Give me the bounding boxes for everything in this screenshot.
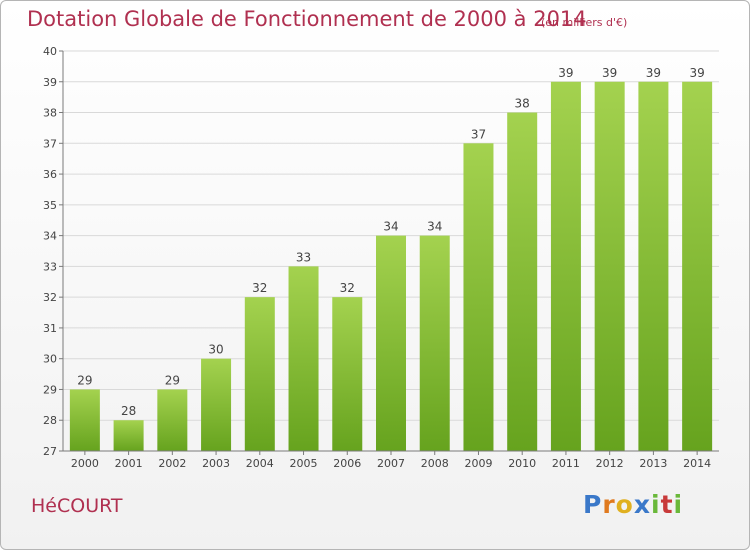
x-tick-label: 2002 bbox=[158, 457, 186, 470]
bar bbox=[463, 143, 494, 452]
y-tick-label: 35 bbox=[43, 199, 57, 212]
bar bbox=[638, 81, 669, 452]
bar bbox=[69, 389, 100, 451]
bar-value-label: 34 bbox=[427, 220, 442, 234]
bar-value-label: 38 bbox=[515, 97, 530, 111]
y-tick-label: 37 bbox=[43, 137, 57, 150]
x-tick-label: 2003 bbox=[202, 457, 230, 470]
x-tick-label: 2001 bbox=[115, 457, 143, 470]
logo-letter: x bbox=[633, 490, 651, 519]
x-tick-label: 2014 bbox=[683, 457, 711, 470]
y-tick-label: 29 bbox=[43, 383, 57, 396]
bar bbox=[113, 420, 144, 451]
bar-value-label: 33 bbox=[296, 250, 311, 264]
bar bbox=[682, 81, 713, 452]
bar bbox=[288, 266, 319, 451]
logo-letter: o bbox=[615, 490, 634, 519]
y-tick-label: 39 bbox=[43, 76, 57, 89]
bar-value-label: 29 bbox=[165, 373, 180, 387]
bar bbox=[550, 81, 581, 452]
bar bbox=[419, 235, 450, 451]
bar-value-label: 39 bbox=[558, 66, 573, 80]
y-tick-label: 31 bbox=[43, 322, 57, 335]
x-tick-label: 2006 bbox=[333, 457, 361, 470]
x-tick-label: 2009 bbox=[464, 457, 492, 470]
bar bbox=[594, 81, 625, 452]
logo-letter: t bbox=[660, 490, 674, 519]
y-tick-label: 34 bbox=[43, 230, 57, 243]
y-tick-label: 32 bbox=[43, 291, 57, 304]
bar bbox=[201, 358, 232, 451]
x-tick-label: 2013 bbox=[639, 457, 667, 470]
bar-value-label: 30 bbox=[208, 343, 223, 357]
bar bbox=[376, 235, 406, 451]
bar-value-label: 34 bbox=[383, 220, 398, 234]
bar bbox=[332, 297, 363, 451]
bar bbox=[507, 112, 538, 452]
y-tick-label: 38 bbox=[43, 107, 57, 120]
commune-name: HéCOURT bbox=[31, 495, 123, 517]
chart-subtitle: (en milliers d'€) bbox=[541, 16, 628, 29]
logo-letter: r bbox=[602, 490, 616, 519]
y-tick-label: 40 bbox=[43, 45, 57, 58]
bar-value-label: 39 bbox=[646, 66, 661, 80]
y-tick-label: 36 bbox=[43, 168, 57, 181]
x-tick-label: 2008 bbox=[421, 457, 449, 470]
x-tick-label: 2012 bbox=[596, 457, 624, 470]
bar bbox=[157, 389, 188, 451]
logo-letter: i bbox=[673, 490, 684, 519]
bar-value-label: 37 bbox=[471, 127, 486, 141]
y-tick-label: 33 bbox=[43, 260, 57, 273]
bar-value-label: 32 bbox=[340, 281, 355, 295]
logo-letter: i bbox=[651, 490, 661, 519]
y-tick-label: 27 bbox=[43, 445, 57, 458]
y-tick-label: 30 bbox=[43, 353, 57, 366]
bar bbox=[244, 297, 275, 451]
proxiti-logo[interactable]: Proxiti bbox=[583, 490, 683, 519]
x-tick-label: 2010 bbox=[508, 457, 536, 470]
x-tick-label: 2005 bbox=[290, 457, 318, 470]
logo-letter: P bbox=[583, 490, 603, 519]
x-tick-label: 2004 bbox=[246, 457, 274, 470]
bar-value-label: 29 bbox=[77, 373, 92, 387]
bar-value-label: 39 bbox=[689, 66, 704, 80]
bar-value-label: 39 bbox=[602, 66, 617, 80]
y-tick-label: 28 bbox=[43, 414, 57, 427]
x-tick-label: 2011 bbox=[552, 457, 580, 470]
bar-value-label: 28 bbox=[121, 404, 136, 418]
x-tick-label: 2007 bbox=[377, 457, 405, 470]
bar-value-label: 32 bbox=[252, 281, 267, 295]
chart-title: Dotation Globale de Fonctionnement de 20… bbox=[27, 7, 587, 31]
x-tick-label: 2000 bbox=[71, 457, 99, 470]
